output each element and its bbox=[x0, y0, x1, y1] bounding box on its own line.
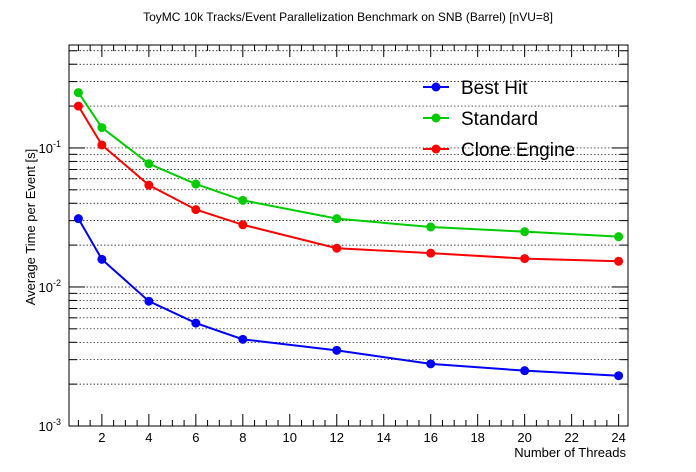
x-tick-label: 4 bbox=[145, 430, 152, 445]
data-point bbox=[97, 140, 107, 150]
x-tick-label: 8 bbox=[239, 430, 246, 445]
data-point bbox=[144, 296, 154, 306]
data-point bbox=[614, 232, 624, 242]
data-point bbox=[73, 88, 83, 98]
data-point bbox=[520, 254, 530, 264]
data-point bbox=[520, 366, 530, 376]
legend-label: Best Hit bbox=[461, 78, 528, 99]
series-line bbox=[77, 218, 619, 377]
data-point bbox=[238, 195, 248, 205]
data-point bbox=[73, 214, 83, 224]
x-tick-label: 20 bbox=[517, 430, 531, 445]
data-point bbox=[332, 214, 342, 224]
data-point bbox=[144, 159, 154, 169]
x-tick-label: 6 bbox=[192, 430, 199, 445]
data-point bbox=[426, 222, 436, 232]
x-tick-label: 10 bbox=[283, 430, 297, 445]
x-tick-label: 22 bbox=[564, 430, 578, 445]
y-axis-label: Average Time per Event [s] bbox=[23, 149, 38, 306]
grid-lines bbox=[69, 50, 628, 385]
x-axis-label: Number of Threads bbox=[514, 445, 626, 460]
legend-label: Clone Engine bbox=[461, 140, 575, 161]
chart-title: ToyMC 10k Tracks/Event Parallelization B… bbox=[143, 10, 553, 24]
x-tick-label: 14 bbox=[376, 430, 390, 445]
data-point bbox=[614, 371, 624, 381]
data-point bbox=[144, 180, 154, 190]
data-point bbox=[97, 123, 107, 133]
data-point bbox=[426, 248, 436, 258]
data-point bbox=[191, 205, 201, 215]
legend-swatch-marker bbox=[431, 113, 441, 123]
legend-swatch-marker bbox=[431, 82, 441, 92]
data-point bbox=[614, 256, 624, 266]
data-point bbox=[520, 227, 530, 237]
data-point bbox=[73, 101, 83, 111]
axis-ticks: 10-310-210-12 4 6 8 10 12 14 16 18 20 22 24 bbox=[39, 45, 628, 445]
data-point bbox=[97, 254, 107, 264]
data-point bbox=[332, 345, 342, 355]
series-group bbox=[73, 88, 624, 381]
y-tick-label: 10-2 bbox=[39, 278, 61, 295]
x-tick-label: 24 bbox=[611, 430, 625, 445]
x-tick-label: 12 bbox=[330, 430, 344, 445]
data-point bbox=[191, 318, 201, 328]
data-point bbox=[426, 359, 436, 369]
data-point bbox=[238, 334, 248, 344]
plot-frame bbox=[68, 44, 629, 427]
data-point bbox=[332, 243, 342, 253]
data-point bbox=[191, 179, 201, 189]
x-tick-label: 16 bbox=[423, 430, 437, 445]
x-tick-label: 18 bbox=[470, 430, 484, 445]
legend: Best Hit Standard Clone Engine bbox=[423, 78, 575, 161]
legend-swatch-marker bbox=[431, 144, 441, 154]
legend-label: Standard bbox=[461, 109, 538, 130]
data-point bbox=[238, 220, 248, 230]
x-tick-label: 2 bbox=[98, 430, 105, 445]
y-tick-label: 10-3 bbox=[39, 417, 61, 434]
y-tick-label: 10-1 bbox=[39, 139, 61, 156]
